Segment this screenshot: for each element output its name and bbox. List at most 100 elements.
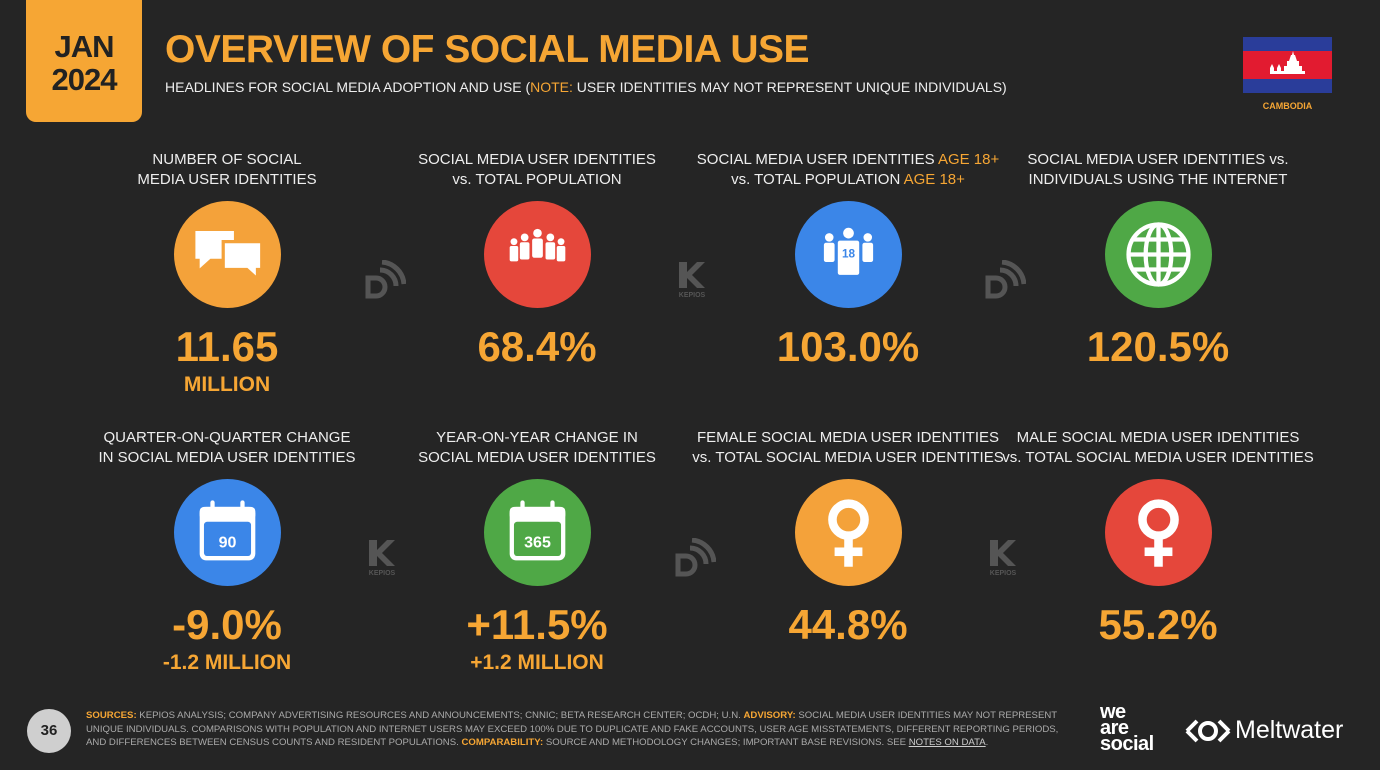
text-segment: SOCIAL MEDIA USER IDENTITIES MAY NOT REP… <box>86 710 1059 748</box>
icon-text: 90 <box>219 533 237 551</box>
text-segment: SOURCES: <box>86 710 137 721</box>
label-line: vs. TOTAL SOCIAL MEDIA USER IDENTITIES <box>998 448 1318 468</box>
kepios-mark <box>990 540 1016 566</box>
text-segment: NOTE: <box>530 79 573 95</box>
label-line: NUMBER OF SOCIAL <box>67 150 387 170</box>
page-number: 36 <box>27 709 71 753</box>
watermark <box>983 259 1027 302</box>
subtitle: HEADLINES FOR SOCIAL MEDIA ADOPTION AND … <box>165 79 1007 95</box>
partner-name: Meltwater <box>1235 716 1344 744</box>
text-segment: vs. TOTAL POPULATION <box>452 171 622 188</box>
text-segment: SOURCE AND METHODOLOGY CHANGES; IMPORTAN… <box>543 737 909 748</box>
icon: 90 <box>199 500 256 561</box>
icon-circle <box>1105 201 1212 308</box>
text-segment: KEPIOS ANALYSIS; COMPANY ADVERTISING RES… <box>136 710 744 721</box>
tile-sub: +1.2 MILLION <box>470 651 604 674</box>
icon-circle <box>484 201 591 308</box>
icon <box>195 230 264 283</box>
icon-text: 365 <box>524 533 551 551</box>
watermark-label: KEPIOS <box>989 570 1017 577</box>
tile-label: SOCIAL MEDIA USER IDENTITIES AGE 18+ vs. … <box>688 150 1008 190</box>
label-line: SOCIAL MEDIA USER IDENTITIES vs. <box>998 150 1318 170</box>
tile-sub: MILLION <box>183 373 271 396</box>
kepios-mark <box>679 262 705 288</box>
label-line: QUARTER-ON-QUARTER CHANGE <box>67 428 387 448</box>
text-segment: SOCIAL MEDIA USER IDENTITIES <box>418 449 656 466</box>
label-line: vs. TOTAL SOCIAL MEDIA USER IDENTITIES <box>688 448 1008 468</box>
icon <box>828 499 869 567</box>
text-segment: QUARTER-ON-QUARTER CHANGE <box>103 429 351 446</box>
title: OVERVIEW OF SOCIAL MEDIA USE <box>165 28 810 71</box>
label-line: FEMALE SOCIAL MEDIA USER IDENTITIES <box>688 428 1008 448</box>
text-segment: AGE 18+ <box>937 151 1000 168</box>
country-label: CAMBODIA <box>1262 101 1313 111</box>
watermark <box>673 537 717 580</box>
tile-label: SOCIAL MEDIA USER IDENTITIES vs. INDIVIDU… <box>998 150 1318 190</box>
text-segment: AGE 18+ <box>903 171 965 188</box>
watermark-label: KEPIOS <box>368 570 396 577</box>
text-segment: vs. TOTAL SOCIAL MEDIA USER IDENTITIES <box>1002 449 1314 466</box>
tile-label: SOCIAL MEDIA USER IDENTITIES vs. TOTAL PO… <box>377 150 697 190</box>
partner-logo: Meltwater <box>1185 716 1343 745</box>
watermark-label: KEPIOS <box>678 292 706 299</box>
text-segment: . <box>985 737 989 748</box>
label-line: vs. TOTAL POPULATION <box>377 170 697 190</box>
text-segment: IN SOCIAL MEDIA USER IDENTITIES <box>98 449 356 466</box>
tile-value: -9.0% <box>172 601 282 648</box>
label-line: SOCIAL MEDIA USER IDENTITIES AGE 18+ <box>688 150 1008 170</box>
text-segment: vs. TOTAL SOCIAL MEDIA USER IDENTITIES <box>692 449 1004 466</box>
label-line: vs. TOTAL POPULATION AGE 18+ <box>688 170 1008 190</box>
datareportal-mark <box>985 259 1027 299</box>
tile-sub: -1.2 MILLION <box>162 651 292 674</box>
text-segment: COMPARABILITY: <box>461 737 544 748</box>
label-line: YEAR-ON-YEAR CHANGE IN <box>377 428 697 448</box>
icon: 365 <box>509 500 566 561</box>
text-segment: NOTES ON DATA <box>908 737 986 748</box>
icon <box>1126 222 1191 287</box>
partner-mark <box>1185 719 1231 742</box>
watermark: KEPIOS <box>981 538 1025 577</box>
icon-text: 18 <box>842 248 856 261</box>
text-segment: YEAR-ON-YEAR CHANGE IN <box>436 429 638 446</box>
label-line: IN SOCIAL MEDIA USER IDENTITIES <box>67 448 387 468</box>
tile-value: 68.4% <box>477 323 597 370</box>
tile-label: FEMALE SOCIAL MEDIA USER IDENTITIES vs. T… <box>688 428 1008 468</box>
text-segment: SOCIAL MEDIA USER IDENTITIES <box>696 151 938 168</box>
label-line: SOCIAL MEDIA USER IDENTITIES <box>377 150 697 170</box>
tile-label: MALE SOCIAL MEDIA USER IDENTITIES vs. TOT… <box>998 428 1318 468</box>
icon-circle <box>174 201 281 308</box>
tile-value: 103.0% <box>776 323 920 370</box>
text-segment: SOCIAL MEDIA USER IDENTITIES <box>418 151 656 168</box>
text-segment: SOCIAL MEDIA USER IDENTITIES vs. <box>1027 151 1289 168</box>
icon-circle: 18 <box>795 201 902 308</box>
brand-line: we <box>1100 701 1126 723</box>
icon-circle <box>1105 479 1212 586</box>
text-segment: USER IDENTITIES MAY NOT REPRESENT UNIQUE… <box>572 79 1007 95</box>
date-month: JAN <box>54 29 114 64</box>
flag <box>1243 37 1332 93</box>
tile-label: YEAR-ON-YEAR CHANGE IN SOCIAL MEDIA USER … <box>377 428 697 468</box>
datareportal-mark <box>675 537 717 577</box>
icon-circle <box>795 479 902 586</box>
tile-value: +11.5% <box>466 601 608 648</box>
tile-label: QUARTER-ON-QUARTER CHANGE IN SOCIAL MEDIA… <box>67 428 387 468</box>
text-segment: vs. TOTAL POPULATION <box>731 171 904 188</box>
label-line: MALE SOCIAL MEDIA USER IDENTITIES <box>998 428 1318 448</box>
datareportal-mark <box>365 259 407 299</box>
tile-value: 44.8% <box>788 601 908 648</box>
kepios-mark <box>369 540 395 566</box>
brand-line: social <box>1100 733 1154 755</box>
watermark: KEPIOS <box>360 538 404 577</box>
date-badge: JAN 2024 <box>26 0 142 122</box>
icon-circle: 365 <box>484 479 591 586</box>
brand-logo: we are social <box>1100 701 1154 755</box>
text-segment: MALE SOCIAL MEDIA USER IDENTITIES <box>1016 429 1300 446</box>
text-segment: FEMALE SOCIAL MEDIA USER IDENTITIES <box>696 429 999 446</box>
label-line: INDIVIDUALS USING THE INTERNET <box>998 170 1318 190</box>
watermark: KEPIOS <box>670 260 714 299</box>
icon: 18 <box>823 227 874 275</box>
tile-value: 55.2% <box>1098 601 1218 648</box>
icon <box>1138 499 1179 567</box>
text-segment: HEADLINES FOR SOCIAL MEDIA ADOPTION AND … <box>165 79 531 95</box>
